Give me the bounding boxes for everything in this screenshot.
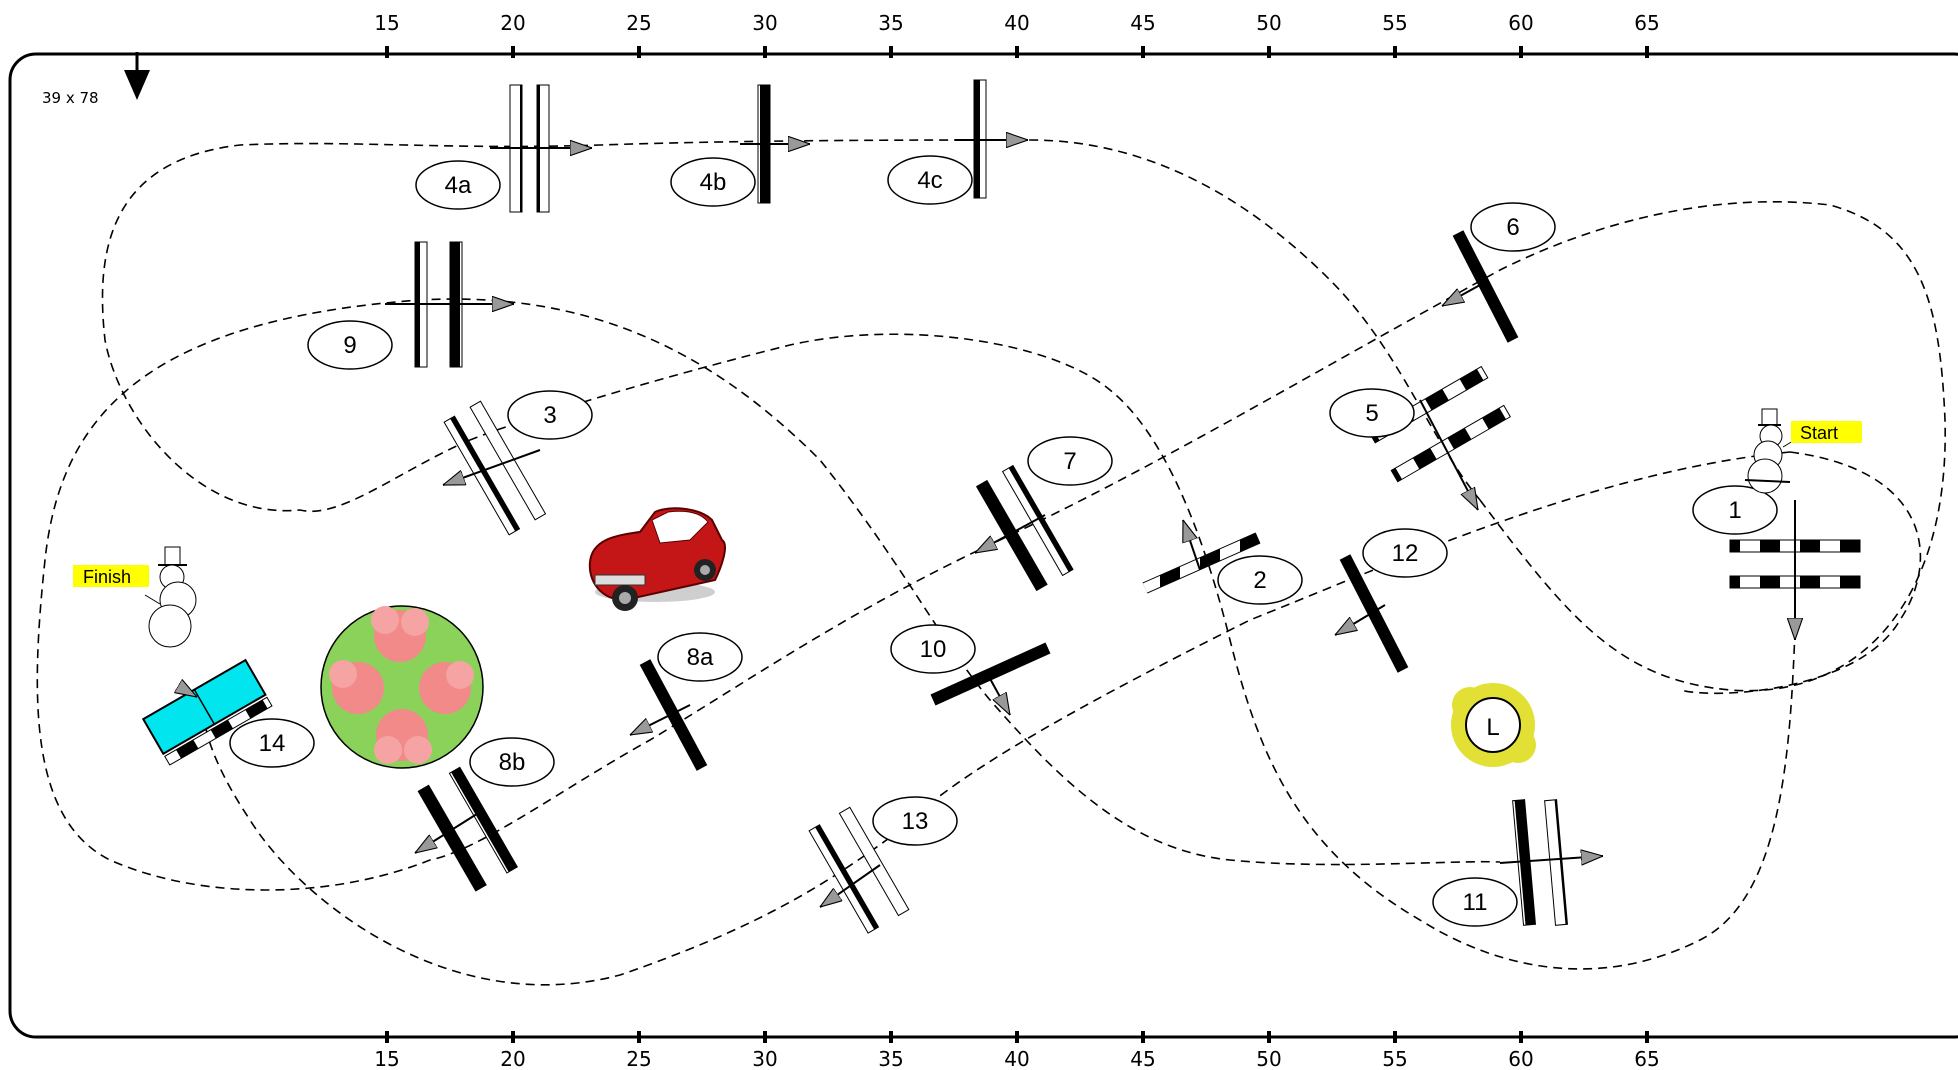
obstacle-number: 5 (1365, 400, 1378, 427)
arrow-icon (820, 864, 881, 907)
obstacle-number: 4c (917, 167, 942, 194)
obstacle-label-12: 12 (1362, 528, 1448, 578)
obstacle-label-9: 9 (307, 320, 393, 370)
jump-3 (443, 400, 547, 536)
obstacle-number: 10 (920, 636, 947, 663)
obstacle-label-5: 5 (1329, 388, 1415, 438)
axis-tick-label: 15 (374, 11, 399, 35)
jump-8b (417, 766, 519, 892)
obstacle-number: 12 (1392, 540, 1419, 567)
obstacle-label-4c: 4c (887, 155, 973, 205)
obstacle-number: 6 (1506, 214, 1519, 241)
axis-tick-label: 35 (878, 1047, 903, 1070)
jump-2 (1142, 520, 1261, 594)
jump-4c (955, 79, 1028, 199)
jump-8a (630, 659, 708, 771)
arrow-icon (443, 449, 541, 486)
axis-tick-label: 15 (374, 1047, 399, 1070)
start-tag (1791, 421, 1862, 443)
axis-top: 15 20 25 30 35 40 45 50 55 60 65 (374, 11, 1660, 58)
jump-4a (490, 84, 592, 213)
obstacle-label-6: 6 (1470, 202, 1556, 252)
start-label: Start (1800, 423, 1838, 443)
jump-7 (975, 464, 1074, 592)
axis-tick-label: 25 (626, 11, 651, 35)
leash-label: L (1486, 714, 1499, 741)
obstacle-label-2: 2 (1217, 555, 1303, 605)
tree-obstacle-icon (320, 605, 484, 769)
axis-tick-label: 25 (626, 1047, 651, 1070)
axis-tick-label: 60 (1508, 11, 1533, 35)
jump-1 (1729, 500, 1861, 640)
course-path (36, 139, 1946, 986)
obstacle-label-11: 11 (1432, 877, 1518, 927)
axis-tick-label: 45 (1130, 11, 1155, 35)
axis-bottom: 15 20 25 30 35 40 45 50 55 60 65 (374, 1031, 1660, 1070)
jump-10 (930, 642, 1051, 715)
obstacle-number: 1 (1728, 497, 1741, 524)
obstacle-label-8a: 8a (657, 632, 743, 682)
ring-border (8, 52, 1958, 1039)
obstacle-label-4a: 4a (415, 160, 501, 210)
obstacle-number: 11 (1463, 889, 1488, 916)
finish-tag (73, 565, 149, 587)
axis-tick-label: 40 (1004, 1047, 1029, 1070)
obstacle-label-14: 14 (229, 718, 315, 768)
obstacle-number: 3 (543, 402, 556, 429)
obstacle-label-10: 10 (890, 624, 976, 674)
obstacle-label-4b: 4b (670, 157, 756, 207)
leash-icon: L (1451, 683, 1536, 767)
obstacle-number: 13 (902, 808, 929, 835)
obstacle-label-7: 7 (1027, 436, 1113, 486)
obstacle-number: 8b (499, 749, 526, 776)
axis-tick-label: 65 (1634, 11, 1659, 35)
arrow-icon (1419, 399, 1479, 510)
arrow-icon (185, 690, 197, 698)
obstacle-number: 8a (687, 644, 714, 671)
snowman-icon (144, 546, 197, 648)
axis-tick-label: 30 (752, 1047, 777, 1070)
jump-13 (808, 806, 910, 934)
axis-tick-label: 50 (1256, 1047, 1281, 1070)
axis-tick-label: 20 (500, 1047, 525, 1070)
snowman-icon (1744, 408, 1799, 494)
axis-tick-label: 65 (1634, 1047, 1659, 1070)
obstacle-number: 9 (343, 332, 356, 359)
axis-tick-label: 55 (1382, 11, 1407, 35)
axis-tick-label: 50 (1256, 11, 1281, 35)
jump-6 (1442, 230, 1519, 343)
arrow-icon (415, 811, 481, 853)
obstacle-number: 2 (1253, 567, 1266, 594)
jump-9 (385, 241, 514, 368)
course-size-label: 39 x 78 (42, 89, 99, 107)
axis-tick-label: 45 (1130, 1047, 1155, 1070)
car-icon (588, 507, 726, 611)
axis-tick-label: 20 (500, 11, 525, 35)
axis-tick-label: 30 (752, 11, 777, 35)
jump-11 (1499, 799, 1603, 926)
obstacle-number: 7 (1063, 448, 1076, 475)
obstacle-number: 14 (259, 730, 286, 757)
jump-4b (740, 84, 810, 204)
obstacle-number: 4b (700, 169, 727, 196)
axis-tick-label: 35 (878, 11, 903, 35)
axis-tick-label: 55 (1382, 1047, 1407, 1070)
obstacle-label-1: 1 (1692, 485, 1778, 535)
finish-label: Finish (83, 567, 131, 587)
obstacle-label-8b: 8b (469, 737, 555, 787)
obstacle-number: 4a (445, 172, 472, 199)
jump-12 (1335, 554, 1409, 673)
obstacle-label-13: 13 (872, 796, 958, 846)
obstacle-label-3: 3 (507, 390, 593, 440)
arrow-icon (975, 514, 1046, 554)
axis-tick-label: 60 (1508, 1047, 1533, 1070)
axis-tick-label: 40 (1004, 11, 1029, 35)
down-arrow-icon (124, 52, 150, 100)
